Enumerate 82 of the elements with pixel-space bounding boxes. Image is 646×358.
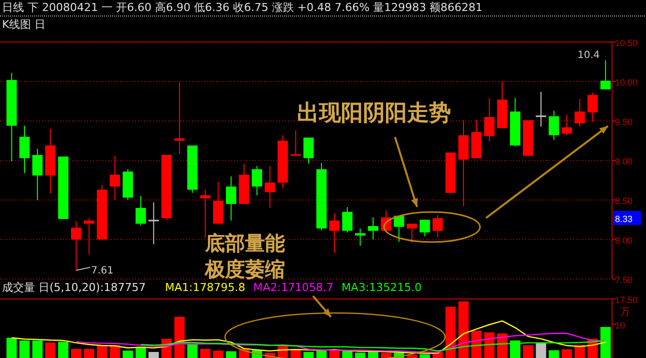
bar xyxy=(562,349,572,358)
candlestick xyxy=(136,196,146,226)
bar xyxy=(6,338,17,358)
y-tick-label: 10 xyxy=(615,320,626,330)
candlestick xyxy=(71,220,82,271)
bar xyxy=(226,351,236,358)
candlestick xyxy=(19,125,30,174)
text: MA1:178795.8 xyxy=(165,281,246,294)
candlestick xyxy=(420,219,430,237)
y-tick-label: 17.50 xyxy=(615,295,638,305)
bar xyxy=(136,346,146,358)
candlestick xyxy=(213,181,224,225)
candlestick xyxy=(226,176,236,222)
bar xyxy=(71,348,82,358)
candlestick xyxy=(174,82,185,155)
bar xyxy=(58,342,68,358)
y-tick-label: 10.50 xyxy=(615,38,638,48)
bar xyxy=(303,352,314,358)
bar xyxy=(548,350,560,358)
annotation: 出现阳阴阳走势 xyxy=(297,100,451,126)
candlestick xyxy=(329,212,340,254)
bar xyxy=(342,350,352,358)
candlestick xyxy=(264,166,276,208)
bar xyxy=(536,343,546,358)
candlestick xyxy=(290,130,301,156)
bar xyxy=(406,354,418,358)
candlestick xyxy=(548,110,560,140)
candlestick xyxy=(84,218,94,256)
y-tick-label: 9.00 xyxy=(615,156,633,166)
annotation: 10.4 xyxy=(578,50,600,62)
chart-title: 日线 下 20080421 一 开6.60 高6.90 低6.36 收6.75 涨跌 +0.48 7.66% 量129983 额866281 xyxy=(2,1,483,14)
y-tick-label: 9.50 xyxy=(615,117,633,127)
candlestick xyxy=(110,155,120,200)
candlestick xyxy=(368,216,378,240)
bar xyxy=(420,354,430,358)
candlestick xyxy=(252,166,262,196)
bar xyxy=(574,344,585,358)
y-tick-label: 8.00 xyxy=(615,236,633,246)
text: MA3:135215.0 xyxy=(341,281,422,294)
candlestick xyxy=(600,60,611,90)
candlestick xyxy=(355,228,366,246)
candlestick xyxy=(32,148,43,200)
candlestick xyxy=(303,137,314,164)
candlestick xyxy=(574,98,585,128)
bar xyxy=(122,350,133,358)
bar xyxy=(96,345,108,358)
annotation: 7.61 xyxy=(91,265,114,276)
bar xyxy=(213,350,224,358)
y-axis-title: 万 xyxy=(620,307,630,318)
bar xyxy=(84,348,94,358)
bar xyxy=(522,345,534,358)
candlestick xyxy=(342,206,352,233)
bar xyxy=(497,333,508,358)
y-tick-label: 10.00 xyxy=(615,78,638,88)
y-tick-label: 8.50 xyxy=(615,196,633,206)
candlestick xyxy=(535,91,547,128)
chart-subtitle: K线图 日 xyxy=(2,18,46,31)
bar xyxy=(316,350,327,358)
bar xyxy=(32,340,43,358)
bar xyxy=(484,332,495,358)
line-series xyxy=(76,332,606,353)
chart-title: 成交量 日(5,10,20):187757 xyxy=(2,281,146,294)
bar xyxy=(19,340,30,358)
candlestick xyxy=(406,223,418,244)
annotation: 底部量能 xyxy=(204,231,285,255)
line-series xyxy=(11,320,606,354)
candlestick xyxy=(562,114,572,136)
candlestick xyxy=(432,214,443,238)
bar xyxy=(200,348,210,358)
bar xyxy=(445,306,456,358)
text: MA2:171058.7 xyxy=(253,281,334,294)
candlestick xyxy=(148,202,160,245)
y-tick-label: 7.50 xyxy=(615,275,633,285)
bar xyxy=(45,342,56,358)
bar xyxy=(458,301,469,358)
candlestick xyxy=(484,98,495,142)
annotation: 极度萎缩 xyxy=(204,257,285,281)
bar xyxy=(355,352,366,358)
bar xyxy=(329,350,340,358)
bar xyxy=(148,352,159,358)
text: 8.33 xyxy=(615,214,633,224)
candlestick xyxy=(587,92,598,122)
